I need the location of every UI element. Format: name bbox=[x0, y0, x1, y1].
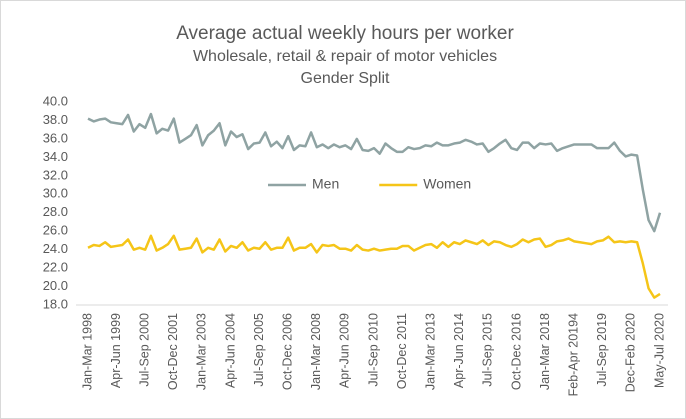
y-tick-label: 34.0 bbox=[43, 149, 68, 164]
x-tick-label: Oct-Dec 2011 bbox=[395, 313, 409, 389]
y-tick-label: 32.0 bbox=[43, 167, 68, 182]
x-tick-label: Oct-Dec 2016 bbox=[509, 313, 523, 390]
x-tick-label: Jul-Sep 2019 bbox=[595, 313, 609, 387]
y-tick-label: 28.0 bbox=[43, 204, 68, 219]
x-tick-label: Jul-Sep 2005 bbox=[252, 313, 266, 387]
y-tick-label: 38.0 bbox=[43, 112, 68, 127]
x-tick-label: Feb-Apr 20194 bbox=[566, 313, 580, 396]
x-tick-label: May-Jul 2020 bbox=[652, 313, 666, 388]
chart-subtitle: Wholesale, retail & repair of motor vehi… bbox=[193, 48, 497, 65]
y-tick-label: 36.0 bbox=[43, 130, 68, 145]
y-tick-label: 20.0 bbox=[43, 278, 68, 293]
y-tick-label: 18.0 bbox=[43, 296, 68, 311]
x-tick-label: Apr-Jun 2014 bbox=[452, 313, 466, 388]
y-tick-label: 22.0 bbox=[43, 260, 68, 275]
legend-label: Women bbox=[423, 176, 471, 192]
x-tick-label: Apr-Jun 2009 bbox=[338, 313, 352, 388]
y-tick-label: 24.0 bbox=[43, 241, 68, 256]
x-tick-label: Jul-Sep 2015 bbox=[481, 313, 495, 387]
x-tick-label: Jul-Sep 2010 bbox=[366, 313, 380, 387]
x-tick-label: Jan-Mar 2018 bbox=[538, 313, 552, 390]
x-tick-label: Dec-Feb 2020 bbox=[624, 313, 638, 392]
x-tick-label: Jul-Sep 2000 bbox=[137, 313, 151, 387]
x-tick-label: Jan-Mar 2013 bbox=[423, 313, 437, 390]
series-line bbox=[87, 112, 662, 233]
x-tick-label: Apr-Jun 2004 bbox=[223, 313, 237, 388]
x-tick-label: Oct-Dec 2006 bbox=[280, 313, 294, 390]
y-tick-label: 26.0 bbox=[43, 223, 68, 238]
x-tick-label: Jan-Mar 2003 bbox=[195, 313, 209, 390]
x-tick-label: Apr-Jun 1999 bbox=[109, 313, 123, 388]
y-tick-label: 40.0 bbox=[43, 93, 68, 108]
chart-title: Average actual weekly hours per worker bbox=[176, 23, 514, 44]
legend-label: Men bbox=[312, 176, 339, 192]
y-tick-label: 30.0 bbox=[43, 186, 68, 201]
x-tick-label: Jan-Mar 2008 bbox=[309, 313, 323, 390]
series-line bbox=[87, 234, 661, 299]
chart-subtitle-2: Gender Split bbox=[301, 70, 390, 87]
x-tick-label: Jan-Mar 1998 bbox=[80, 313, 94, 390]
x-tick-label: Oct-Dec 2001 bbox=[166, 313, 180, 390]
